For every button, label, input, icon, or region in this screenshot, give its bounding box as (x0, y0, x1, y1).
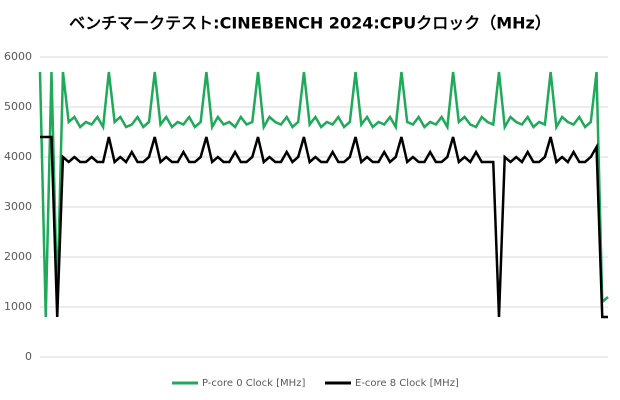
y-tick-label: 6000 (4, 50, 32, 63)
y-tick-label: 4000 (4, 150, 32, 163)
y-tick-label: 1000 (4, 300, 32, 313)
series-line (40, 135, 608, 319)
legend-label: P-core 0 Clock [MHz] (202, 378, 305, 389)
y-tick-label: 3000 (4, 200, 32, 213)
legend-label: E-core 8 Clock [MHz] (355, 378, 459, 389)
chart-title: ベンチマークテスト:CINEBENCH 2024:CPUクロック（MHz） (69, 14, 551, 33)
series-line (38, 71, 609, 318)
y-tick-label: 5000 (4, 100, 32, 113)
y-tick-label: 0 (25, 350, 32, 363)
y-tick-label: 2000 (4, 250, 32, 263)
